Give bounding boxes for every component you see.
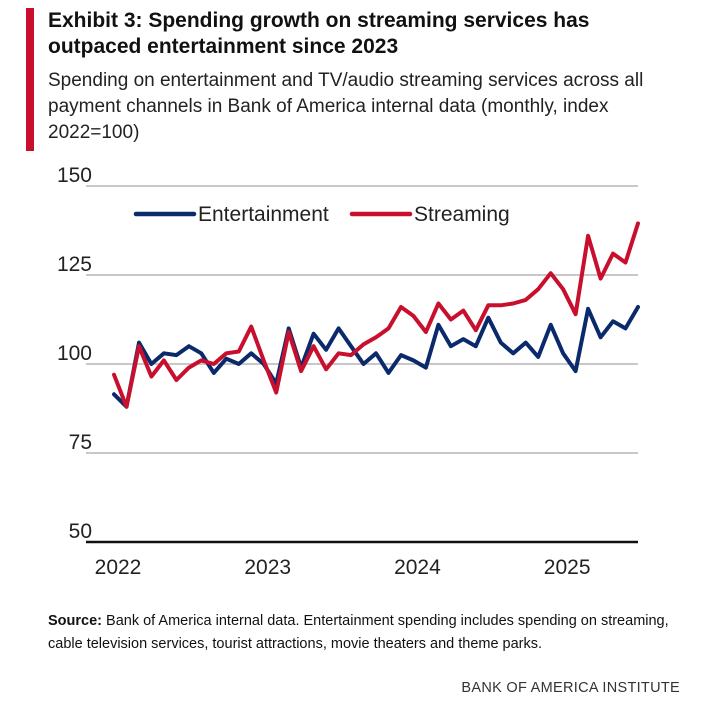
y-tick-label: 75: [69, 431, 92, 454]
page-title: Exhibit 3: Spending growth on streaming …: [48, 9, 590, 58]
y-tick-label: 50: [69, 520, 92, 543]
series-line-entertainment: [112, 305, 640, 409]
footer-brand: BANK OF AMERICA INSTITUTE: [461, 680, 680, 696]
legend-label-entertainment: Entertainment: [198, 203, 329, 226]
accent-bar: [26, 8, 34, 151]
y-tick-label: 125: [57, 253, 92, 276]
x-tick-label: 2024: [394, 556, 441, 579]
source-text: Bank of America internal data. Entertain…: [48, 613, 669, 652]
page-subtitle: Spending on entertainment and TV/audio s…: [48, 70, 644, 143]
x-tick-label: 2022: [95, 556, 142, 579]
x-tick-label: 2025: [544, 556, 591, 579]
legend-label-streaming: Streaming: [414, 203, 510, 226]
x-tick-label: 2023: [244, 556, 291, 579]
y-tick-label: 150: [57, 164, 92, 187]
line-chart: 50 75 100 125 150 2022 2023 2024 2025 Entertainme…: [57, 164, 640, 579]
source-label: Source:: [48, 613, 102, 629]
y-tick-label: 100: [57, 342, 92, 365]
source-note: Source: Bank of America internal data. E…: [48, 610, 688, 656]
series-line-streaming: [112, 221, 640, 409]
